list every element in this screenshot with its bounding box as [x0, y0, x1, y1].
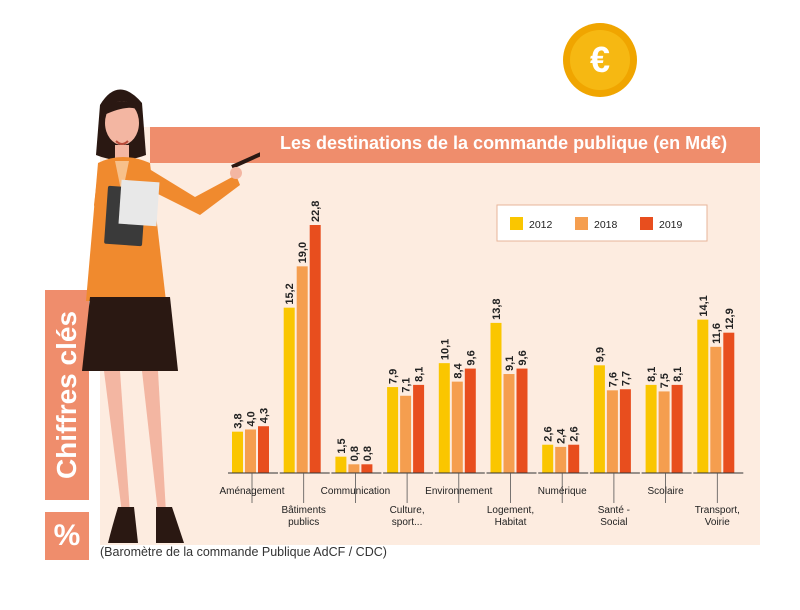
value-label: 9,1	[504, 356, 516, 371]
presenter-illustration	[82, 89, 260, 543]
category-label: Numérique	[538, 486, 587, 497]
category-label: Culture,	[390, 505, 425, 516]
legend-label-2012: 2012	[529, 219, 553, 231]
value-label: 4,0	[246, 411, 258, 426]
bar-2012	[335, 456, 347, 473]
value-label: 7,1	[401, 377, 413, 392]
category-label: Social	[600, 517, 627, 528]
category-label: Environnement	[425, 486, 492, 497]
legend-swatch-2018	[575, 217, 588, 230]
bar-2019	[516, 368, 528, 473]
value-label: 9,6	[517, 350, 529, 365]
value-label: 2,6	[569, 426, 581, 441]
value-label: 7,5	[659, 373, 671, 388]
value-label: 7,6	[607, 372, 619, 387]
value-label: 12,9	[724, 308, 736, 329]
category-label: Communication	[321, 486, 390, 497]
value-label: 8,1	[646, 367, 658, 382]
bar-2018	[451, 381, 463, 473]
bar-2012	[283, 307, 295, 473]
value-label: 8,4	[452, 362, 464, 378]
value-label: 1,5	[336, 438, 348, 453]
value-label: 19,0	[297, 242, 309, 263]
percent-badge: %	[45, 512, 89, 560]
category-label: Bâtiments	[281, 505, 325, 516]
bar-2012	[593, 365, 605, 473]
value-label: 11,6	[711, 323, 723, 344]
bar-2012	[490, 322, 502, 473]
baseline-segments	[228, 472, 744, 503]
bar-2019	[568, 444, 580, 473]
bar-2012	[645, 384, 657, 473]
legend: 2012 2018 2019	[510, 217, 683, 231]
bar-2018	[400, 395, 412, 473]
bar-2019	[309, 225, 321, 473]
bar-2018	[555, 446, 567, 473]
value-label: 7,7	[620, 371, 632, 386]
value-label: 8,1	[414, 367, 426, 382]
category-label: Santé -	[598, 505, 630, 516]
value-label: 2,6	[543, 426, 555, 441]
value-label: 0,8	[349, 446, 361, 461]
bar-2019	[723, 332, 735, 473]
bar-2012	[697, 319, 709, 473]
value-labels: 3,8 4,0 4,315,219,022,81,5 0,8 0,87,97,18,11…	[233, 201, 736, 462]
category-label: Scolaire	[648, 486, 685, 497]
legend-label-2019: 2019	[659, 219, 683, 231]
bar-2019	[619, 389, 631, 473]
value-label: 0,8	[362, 446, 374, 461]
chart-title: Les destinations de la commande publique…	[280, 133, 728, 153]
value-label: 4,3	[259, 408, 271, 423]
bar-2019	[361, 464, 373, 473]
value-label: 2,4	[556, 428, 568, 444]
value-label: 3,8	[233, 413, 245, 428]
value-label: 15,2	[284, 283, 296, 304]
category-label: Voirie	[705, 517, 730, 528]
category-label: publics	[288, 517, 319, 528]
value-label: 8,1	[672, 367, 684, 382]
bar-2018	[245, 429, 256, 473]
bar-2012	[438, 363, 450, 473]
bar-2019	[258, 426, 269, 473]
bar-2019	[413, 384, 425, 473]
legend-box	[496, 204, 708, 242]
value-label: 14,1	[698, 295, 710, 316]
euro-symbol: €	[590, 39, 610, 80]
bar-2018	[606, 390, 618, 473]
legend-swatch-2012	[510, 217, 523, 230]
bar-2019	[464, 368, 476, 473]
bar-2012	[387, 387, 399, 473]
value-label: 22,8	[310, 201, 322, 222]
category-label: Aménagement	[219, 486, 284, 497]
bar-2012	[232, 431, 243, 473]
bars	[232, 225, 735, 473]
legend-label-2018: 2018	[594, 219, 618, 231]
bar-2019	[671, 384, 683, 473]
bar-2018	[348, 464, 360, 473]
value-label: 9,6	[465, 350, 477, 365]
source-note: (Baromètre de la commande Publique AdCF …	[100, 545, 387, 559]
legend-swatch-2019	[640, 217, 653, 230]
category-label: Transport,	[695, 505, 740, 516]
bar-2018	[503, 374, 515, 473]
bar-2012	[542, 444, 554, 473]
bar-2018	[658, 391, 670, 473]
value-label: 13,8	[491, 298, 503, 319]
euro-coin-icon: €	[563, 23, 637, 97]
category-label: sport...	[392, 517, 423, 528]
value-label: 10,1	[439, 339, 451, 360]
category-label: Habitat	[495, 517, 527, 528]
category-label: Logement,	[487, 505, 534, 516]
bar-2018	[710, 346, 722, 473]
value-label: 7,9	[388, 369, 400, 384]
key-figures-box	[45, 290, 89, 500]
value-label: 9,9	[594, 347, 606, 362]
bar-2018	[296, 266, 308, 473]
